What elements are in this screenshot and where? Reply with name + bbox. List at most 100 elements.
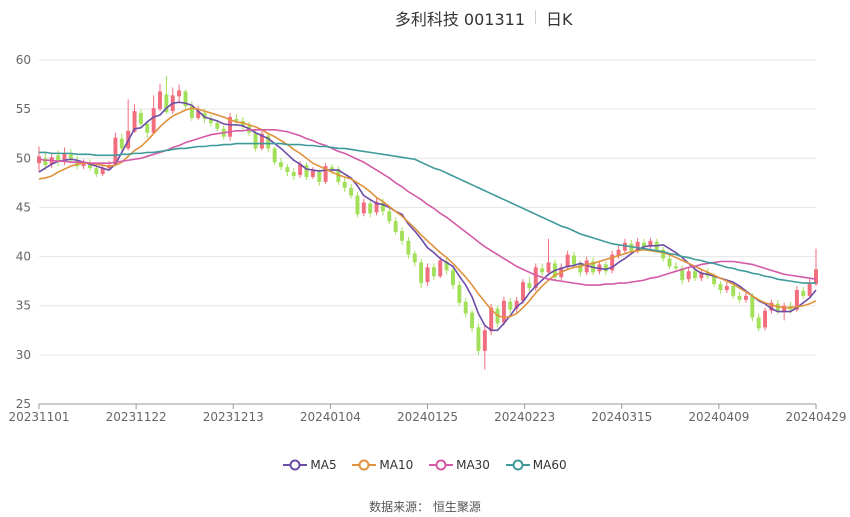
legend-ma10-label: MA10 (379, 457, 414, 472)
candle-body (259, 133, 264, 149)
candle (368, 199, 373, 218)
candle-body (693, 271, 697, 279)
candle-body (712, 276, 717, 285)
candle (718, 281, 723, 294)
candle (310, 167, 315, 179)
candle (686, 267, 691, 283)
candle-body (228, 117, 233, 137)
candle (113, 132, 118, 166)
candle-body (75, 160, 80, 167)
legend-item-ma5[interactable]: MA5 (283, 457, 337, 472)
chart-title: 多利科技 001311 (394, 10, 525, 29)
candle-body (323, 166, 328, 182)
candle-body (425, 267, 430, 283)
candle-body (68, 154, 73, 161)
candle-body (501, 300, 506, 323)
candle (266, 132, 271, 153)
candle-body (285, 167, 290, 173)
candle (62, 147, 67, 166)
candle-body (406, 240, 411, 255)
candle (170, 87, 175, 115)
candle-body (298, 164, 303, 175)
candle-body (113, 137, 118, 165)
legend-item-ma60[interactable]: MA60 (505, 457, 567, 472)
candle-body (62, 153, 67, 163)
candle-body (763, 310, 768, 328)
candle-body (158, 91, 162, 110)
legend-ma30-icon (429, 459, 454, 471)
moving-average-lines (38, 101, 817, 332)
candle (482, 326, 487, 370)
candle-body (635, 241, 640, 251)
candle-body (374, 201, 379, 213)
candle-body (463, 301, 468, 314)
series-line-ma60 (39, 142, 816, 284)
candle (546, 238, 551, 276)
candle (361, 198, 366, 217)
candle-body (431, 267, 436, 277)
candle (451, 266, 455, 290)
candle-body (521, 282, 526, 301)
candle-body (291, 172, 296, 176)
x-tick-label: 20231122 (106, 410, 167, 424)
candle-body (622, 242, 627, 251)
candle (661, 246, 666, 262)
candle-body (208, 118, 213, 123)
candle-body (393, 221, 398, 232)
x-tick-label: 20240104 (300, 410, 361, 424)
candle-body (368, 203, 373, 214)
legend-ma5-icon (283, 459, 308, 471)
candle (463, 297, 468, 318)
legend-item-ma10[interactable]: MA10 (352, 457, 413, 472)
candle (183, 89, 188, 110)
candle-body (183, 91, 188, 107)
candle-body (164, 94, 169, 113)
candle (272, 146, 277, 166)
candle (470, 309, 475, 333)
x-tick-label: 20240409 (688, 410, 749, 424)
candle-body (546, 262, 551, 273)
candle-body (476, 327, 481, 351)
candle (158, 83, 162, 112)
y-tick-label: 45 (16, 200, 31, 214)
candle-body (508, 301, 513, 310)
chart-period: 日K (546, 10, 573, 29)
candle-body (737, 295, 742, 300)
candle (476, 323, 481, 355)
candle-body (355, 195, 360, 215)
candle (279, 158, 283, 171)
candle-body (482, 330, 487, 351)
candle-body (584, 260, 589, 273)
legend-ma60-label: MA60 (532, 457, 567, 472)
candle-body (43, 158, 48, 166)
candle-body (527, 283, 532, 289)
candle-body (56, 155, 61, 163)
y-axis: 25 30 35 40 45 50 55 60 (16, 53, 31, 411)
candle-body (272, 148, 277, 163)
candle (750, 292, 755, 322)
candle-body (215, 122, 220, 129)
candle (673, 262, 678, 272)
candles-group (37, 75, 818, 370)
candle-body (750, 295, 755, 318)
candle (304, 162, 309, 180)
candle-body (724, 286, 729, 290)
candle-body (438, 260, 443, 277)
candle (412, 250, 417, 267)
legend-item-ma30[interactable]: MA30 (429, 457, 490, 472)
data-source: 数据来源： 恒生聚源 (0, 498, 850, 515)
legend-ma5-label: MA5 (310, 457, 337, 472)
source-value: 恒生聚源 (432, 500, 481, 514)
candle-body (769, 302, 774, 311)
candle (100, 165, 105, 176)
candle (431, 263, 436, 281)
candle (807, 279, 812, 298)
candle-body (94, 168, 99, 175)
candle (393, 217, 398, 235)
x-tick-label: 20240315 (591, 410, 652, 424)
candle-body (756, 317, 761, 329)
candle-body (680, 268, 685, 281)
candle-body (616, 249, 621, 256)
candle (87, 159, 92, 172)
candle (514, 296, 519, 313)
